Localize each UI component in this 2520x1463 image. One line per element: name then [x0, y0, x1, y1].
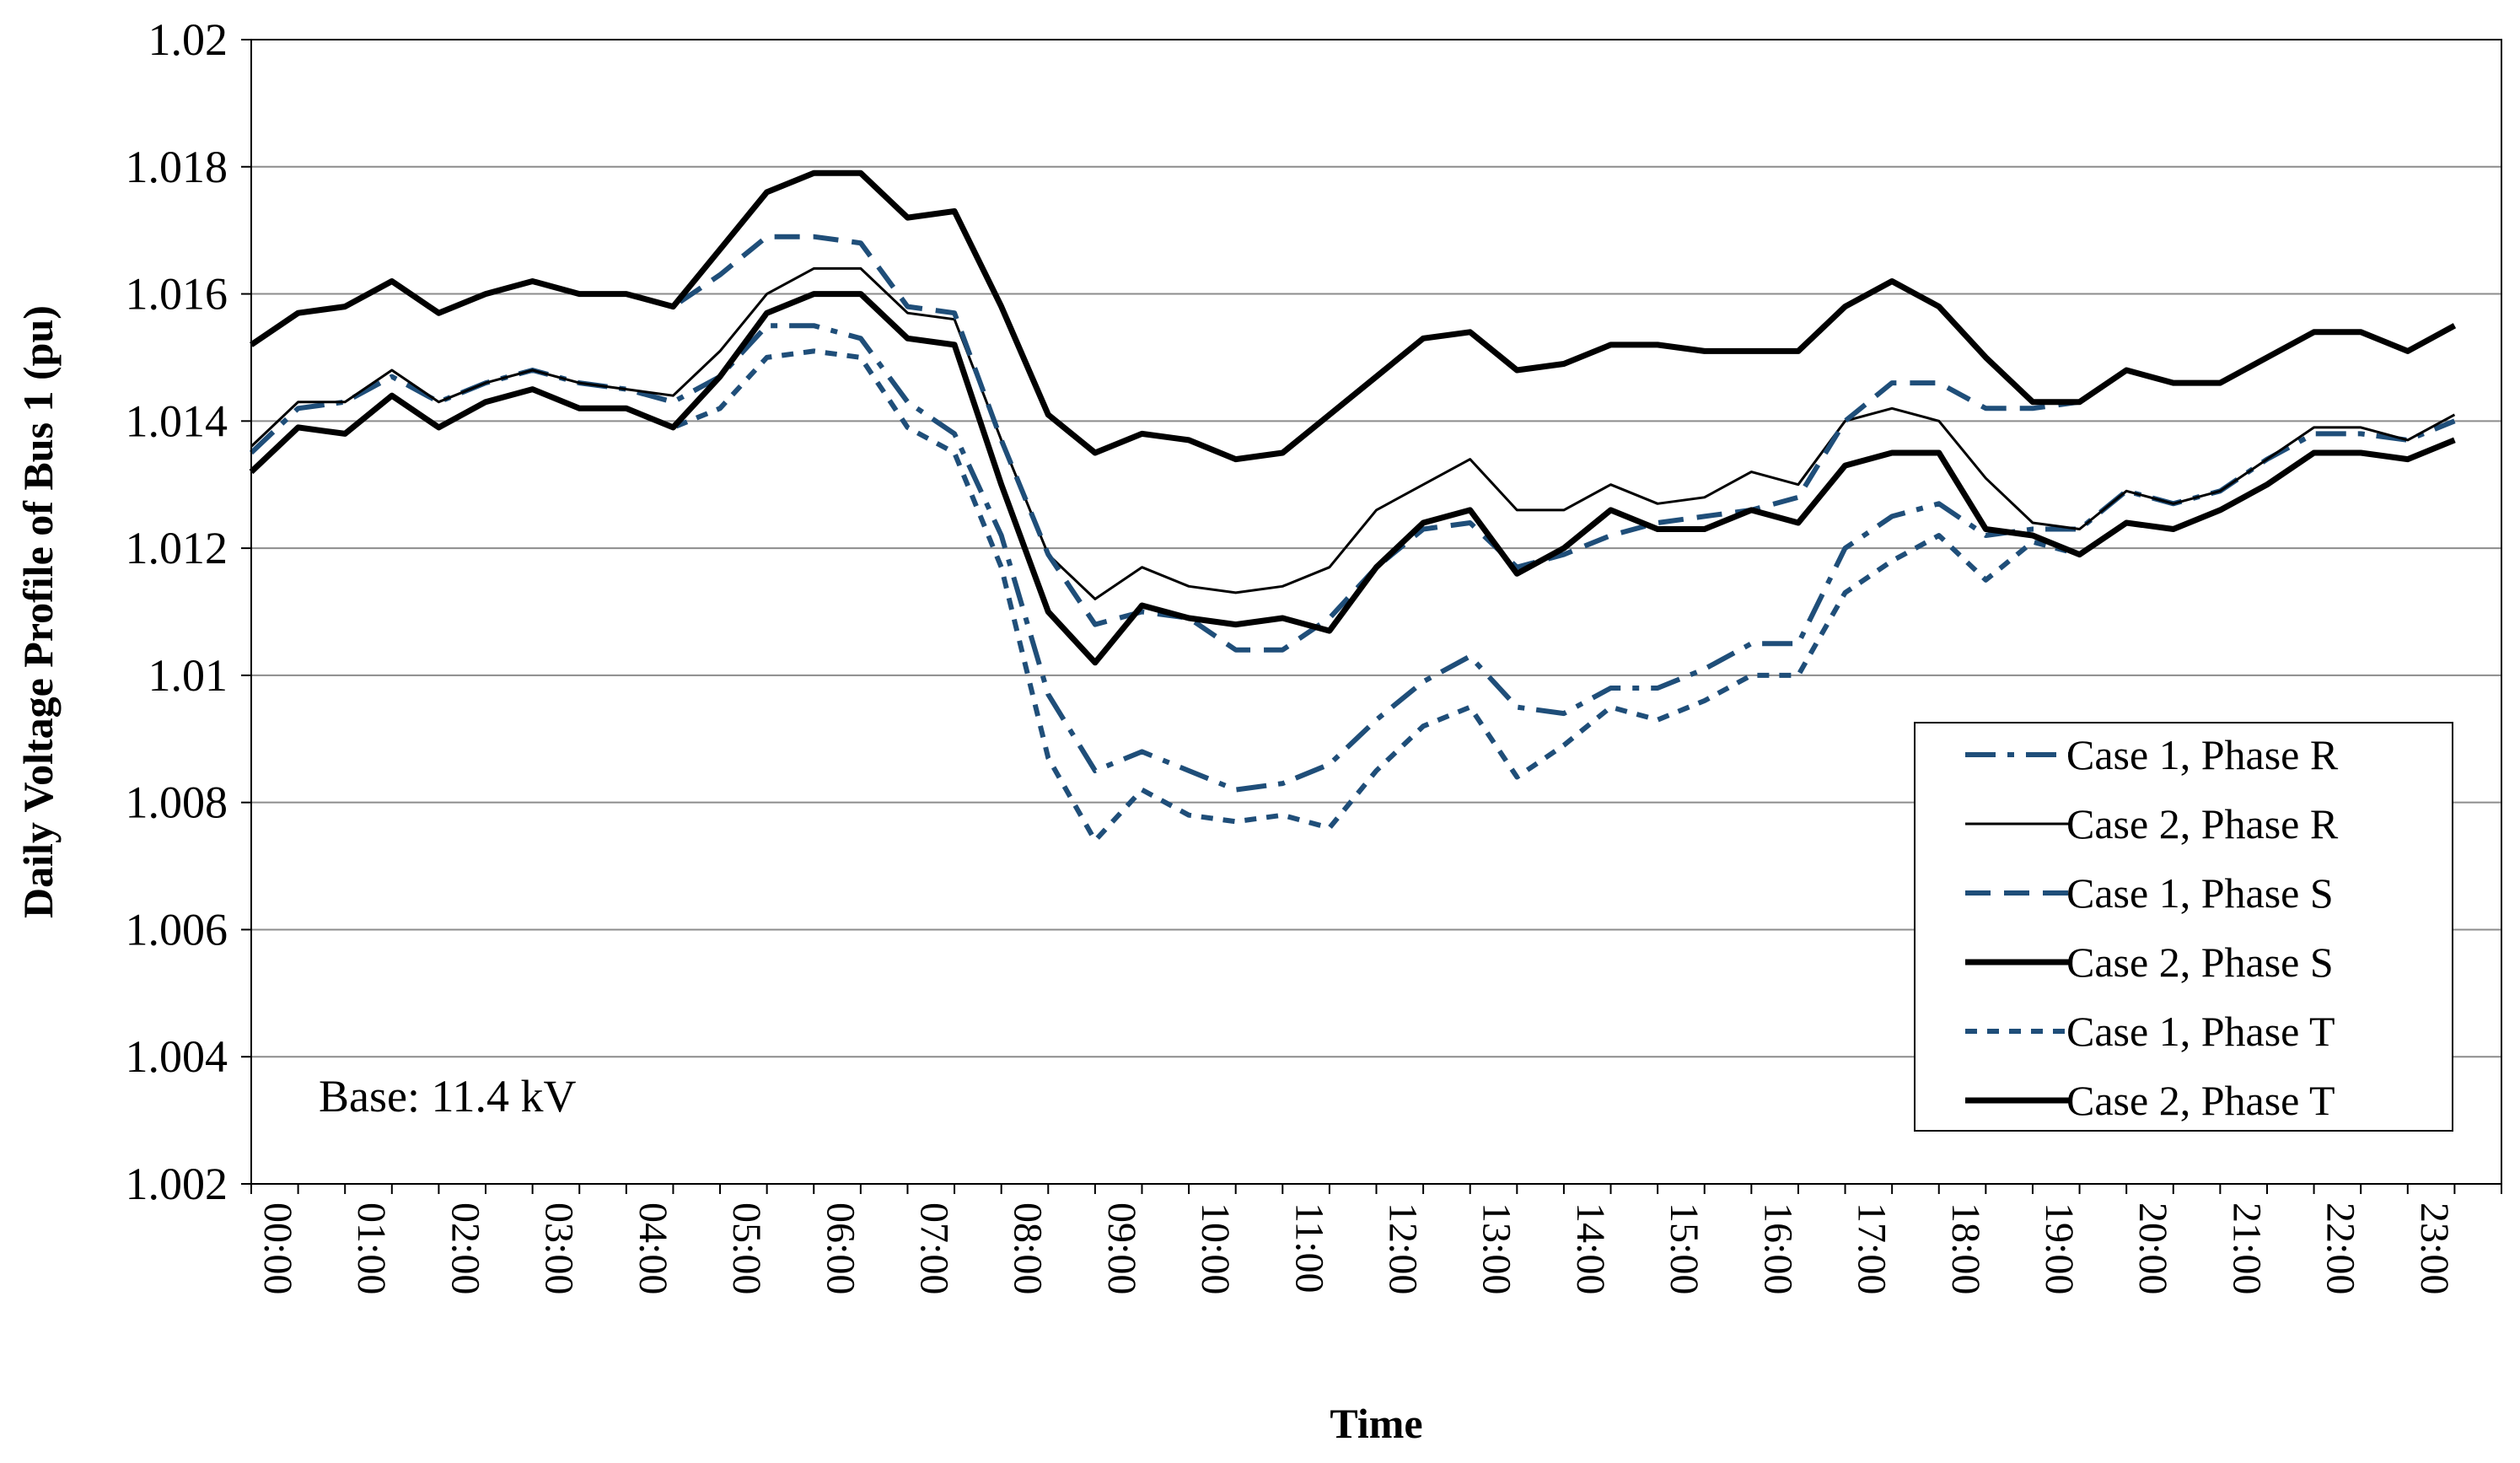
- x-tick-label-9: 09:00: [1099, 1202, 1144, 1294]
- legend-label-3: Case 2, Phase S: [2066, 939, 2334, 986]
- y-tick-label-9: 1.02: [148, 14, 228, 65]
- series-line-5: [249, 291, 2456, 666]
- x-tick-label-2: 02:00: [443, 1202, 487, 1294]
- x-tick-label-22: 22:00: [2319, 1202, 2363, 1294]
- y-tick-labels: 1.002 1.004 1.006 1.008 1.01 1.012 1.014 1.016 1…: [126, 14, 251, 1209]
- x-axis-title: Time: [1330, 1400, 1422, 1447]
- x-tick-label-10: 10:00: [1193, 1202, 1238, 1294]
- series-line-1: [250, 266, 2456, 600]
- x-tick-label-7: 07:00: [911, 1202, 956, 1294]
- legend: Case 1, Phase R Case 2, Phase R Case 1, Ph…: [1914, 722, 2453, 1132]
- legend-label-2: Case 1, Phase S: [2066, 869, 2334, 917]
- series-line-3: [250, 169, 2457, 463]
- x-tick-label-15: 15:00: [1662, 1202, 1706, 1294]
- x-tick-label-19: 19:00: [2037, 1202, 2082, 1294]
- x-tick-label-16: 16:00: [1755, 1202, 1800, 1294]
- y-tick-label-3: 1.008: [126, 777, 228, 828]
- legend-label-5: Case 2, Phase T: [2066, 1077, 2335, 1124]
- legend-label-0: Case 1, Phase R: [2066, 731, 2339, 778]
- y-tick-label-5: 1.012: [126, 523, 228, 573]
- y-tick-label-6: 1.014: [126, 395, 228, 446]
- x-tick-label-13: 13:00: [1475, 1202, 1519, 1294]
- y-tick-label-7: 1.016: [126, 269, 228, 320]
- y-tick-label-4: 1.01: [148, 650, 228, 701]
- y-tick-label-8: 1.018: [126, 142, 228, 192]
- x-tick-label-14: 14:00: [1568, 1202, 1613, 1294]
- legend-box: [1914, 722, 2453, 1132]
- y-tick-label-2: 1.006: [126, 904, 228, 955]
- y-tick-label-1: 1.004: [126, 1031, 228, 1082]
- x-tick-label-12: 12:00: [1381, 1202, 1426, 1294]
- x-tick-label-11: 11:00: [1287, 1202, 1331, 1294]
- x-tick-label-21: 21:00: [2224, 1202, 2269, 1294]
- x-tick-labels: 00:00 01:00 02:00 03:00 04:00 05:00 06:00 07:00…: [250, 1184, 2502, 1294]
- series-lines: [249, 169, 2457, 843]
- x-tick-label-1: 01:00: [349, 1202, 394, 1294]
- x-tick-label-20: 20:00: [2130, 1202, 2175, 1294]
- x-tick-label-5: 05:00: [724, 1202, 769, 1294]
- x-tick-label-8: 08:00: [1006, 1202, 1050, 1294]
- legend-label-4: Case 1, Phase T: [2066, 1008, 2335, 1055]
- x-tick-label-6: 06:00: [818, 1202, 862, 1294]
- x-tick-label-18: 18:00: [1943, 1202, 1988, 1294]
- x-tick-label-4: 04:00: [631, 1202, 675, 1294]
- y-tick-label-0: 1.002: [126, 1159, 228, 1209]
- legend-label-1: Case 2, Phase R: [2066, 800, 2339, 847]
- x-tick-label-23: 23:00: [2412, 1202, 2457, 1294]
- x-tick-label-0: 00:00: [255, 1202, 300, 1294]
- y-axis-title: Daily Voltage Profile of Bus 1 (pu): [14, 305, 62, 918]
- x-tick-label-3: 03:00: [537, 1202, 582, 1294]
- base-annotation: Base: 11.4 kV: [319, 1071, 576, 1121]
- x-tick-label-17: 17:00: [1850, 1202, 1894, 1294]
